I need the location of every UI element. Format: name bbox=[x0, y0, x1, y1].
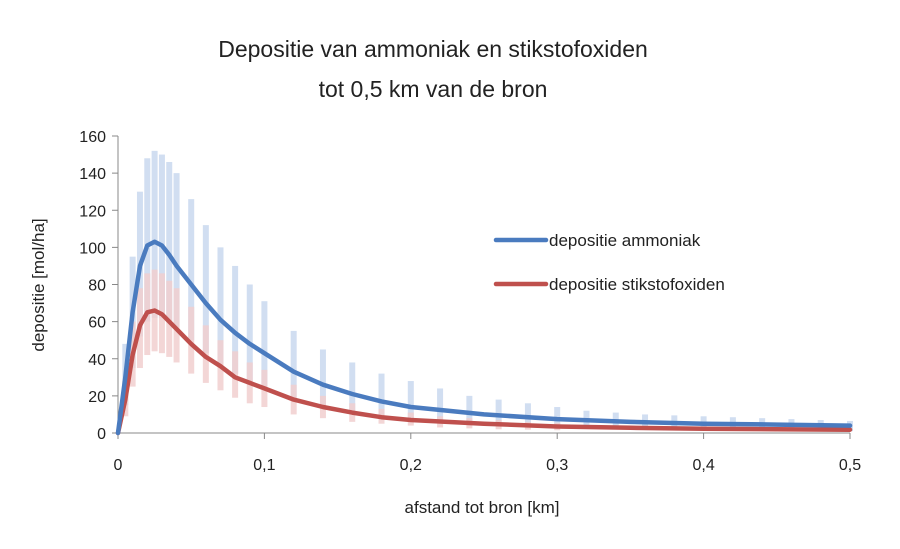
range-bar-series-1 bbox=[261, 301, 268, 387]
series-lines bbox=[115, 239, 853, 436]
range-bar-series-1 bbox=[246, 284, 253, 382]
range-bands bbox=[122, 150, 853, 432]
x-axis-label: afstand tot bron [km] bbox=[405, 498, 560, 517]
range-bar-series-1 bbox=[166, 161, 173, 322]
range-bar-series-1 bbox=[349, 362, 356, 411]
range-bar-series-1 bbox=[437, 388, 444, 422]
chart-title: Depositie van ammoniak en stikstofoxiden… bbox=[218, 36, 648, 102]
range-bar-series-1 bbox=[407, 381, 414, 421]
range-bar-series-1 bbox=[319, 349, 326, 406]
range-bar-series-1 bbox=[158, 154, 165, 318]
range-bar-series-1 bbox=[232, 265, 239, 374]
range-bar-series-2 bbox=[188, 306, 195, 374]
y-tick-label: 80 bbox=[88, 278, 106, 295]
y-axis-label: depositie [mol/ha] bbox=[29, 218, 48, 351]
y-tick-label: 140 bbox=[79, 166, 106, 183]
legend-label-1: depositie ammoniak bbox=[549, 231, 701, 250]
y-tick-label: 60 bbox=[88, 315, 106, 332]
x-tick-label: 0,3 bbox=[546, 457, 568, 474]
range-bar-series-1 bbox=[378, 373, 385, 417]
y-tick-label: 160 bbox=[79, 129, 106, 146]
range-bar-series-1 bbox=[151, 150, 158, 318]
range-bar-series-2 bbox=[173, 288, 180, 363]
y-tick-label: 120 bbox=[79, 203, 106, 220]
x-tick-label: 0,5 bbox=[839, 457, 861, 474]
legend: depositie ammoniak depositie stikstofoxid… bbox=[493, 231, 725, 294]
range-bar-series-1 bbox=[466, 395, 473, 424]
y-tick-label: 40 bbox=[88, 352, 106, 369]
y-tick-label: 100 bbox=[79, 240, 106, 257]
axes: 0 20 40 60 80 100 120 140 160 0 0,1 0,2 0,3 0,4 0,5 bbox=[79, 129, 861, 474]
x-tick-label: 0 bbox=[114, 457, 123, 474]
x-tick-label: 0,1 bbox=[253, 457, 275, 474]
range-bar-series-1 bbox=[173, 173, 180, 328]
range-bar-series-1 bbox=[290, 330, 297, 398]
x-tick-label: 0,2 bbox=[400, 457, 422, 474]
range-bar-series-1 bbox=[217, 247, 224, 365]
range-bar-series-1 bbox=[202, 225, 209, 354]
range-bar-series-1 bbox=[144, 158, 151, 322]
series-line-1 bbox=[115, 239, 853, 436]
chart-title-line-1: Depositie van ammoniak en stikstofoxiden bbox=[218, 36, 648, 62]
legend-label-2: depositie stikstofoxiden bbox=[549, 275, 725, 294]
series-line-2 bbox=[115, 308, 853, 436]
chart-title-line-2: tot 0,5 km van de bron bbox=[319, 76, 548, 102]
y-tick-label: 0 bbox=[97, 426, 106, 443]
range-bar-series-1 bbox=[188, 199, 195, 341]
x-tick-label: 0,4 bbox=[692, 457, 714, 474]
y-tick-label: 20 bbox=[88, 389, 106, 406]
range-bar-series-1 bbox=[495, 399, 502, 426]
